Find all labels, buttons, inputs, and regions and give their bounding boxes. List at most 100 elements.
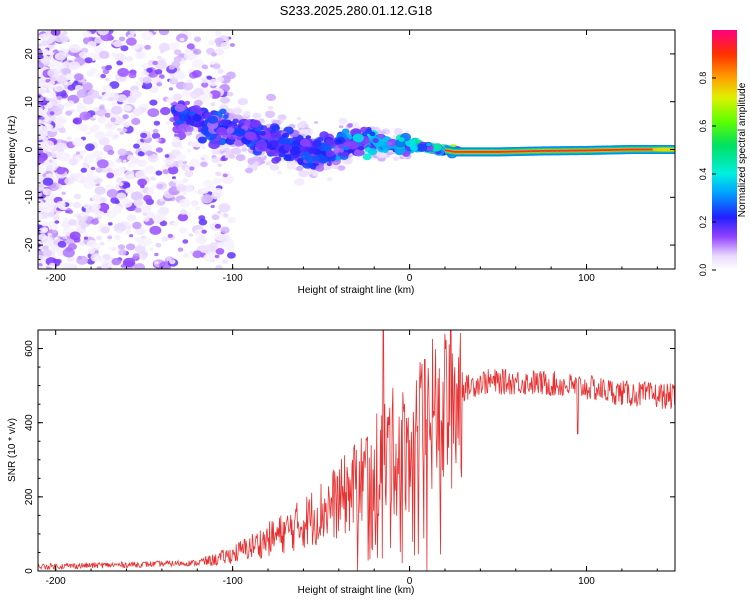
noise-blob [183, 90, 189, 95]
noise-blob [62, 217, 68, 222]
noise-blob [38, 43, 42, 47]
signal-blob [315, 165, 325, 172]
ridge-core [498, 151, 501, 153]
noise-blob [134, 245, 146, 254]
noise-blob [93, 106, 100, 112]
noise-blob [57, 240, 67, 248]
noise-blob [266, 93, 276, 101]
ridge-core [500, 150, 503, 153]
y-tick-label: 0 [24, 568, 35, 574]
ridge-core [452, 150, 455, 153]
noise-blob [111, 105, 123, 115]
y-tick-label: 600 [24, 340, 35, 357]
noise-blob [107, 149, 115, 155]
ridge-core [632, 148, 634, 151]
ridge-core [530, 150, 533, 153]
noise-blob [119, 131, 125, 135]
noise-blob [182, 191, 187, 196]
noise-blob [234, 108, 243, 115]
ridge-core [584, 149, 587, 152]
noise-blob [68, 243, 77, 251]
noise-blob [145, 150, 153, 156]
ridge-core [506, 150, 509, 153]
noise-blob [38, 235, 44, 240]
noise-blob [156, 183, 164, 189]
noise-blob [193, 48, 202, 55]
noise-blob [112, 205, 123, 214]
noise-blob [105, 65, 112, 71]
ridge-core [613, 149, 616, 151]
ridge-core [614, 148, 617, 151]
noise-blob [195, 235, 207, 245]
noise-blob [38, 119, 42, 125]
ridge-core [583, 149, 586, 152]
noise-blob [161, 236, 169, 242]
noise-blob [182, 239, 189, 244]
noise-blob [41, 40, 48, 47]
noise-blob [96, 266, 103, 269]
ridge-core [554, 149, 556, 152]
noise-blob [206, 75, 213, 80]
noise-blob [203, 92, 213, 100]
noise-blob [38, 87, 48, 95]
ridge-core [547, 150, 550, 152]
ridge-core [580, 149, 582, 152]
noise-blob [118, 36, 126, 42]
signal-blob [358, 145, 365, 151]
noise-blob [38, 227, 48, 234]
noise-blob [65, 210, 70, 214]
y-tick-label: -10 [24, 190, 35, 205]
noise-blob [153, 120, 161, 126]
noise-blob [193, 99, 203, 107]
noise-blob [38, 49, 43, 56]
noise-blob [90, 253, 102, 262]
ridge-core [458, 151, 461, 153]
noise-blob [133, 44, 140, 49]
ridge-core [499, 151, 502, 153]
noise-blob [168, 42, 180, 51]
noise-blob [214, 223, 221, 229]
ridge-core [577, 149, 580, 152]
noise-blob [187, 79, 193, 84]
noise-blob [212, 63, 221, 70]
ridge-core [488, 151, 491, 153]
noise-blob [160, 107, 171, 116]
noise-blob [93, 150, 103, 158]
noise-blob [115, 158, 122, 164]
noise-blob [337, 165, 346, 171]
ridge-core [568, 149, 571, 152]
noise-blob [208, 40, 215, 46]
noise-blob [222, 173, 228, 178]
noise-blob [82, 30, 92, 38]
signal-blob [398, 137, 405, 143]
ridge-core [528, 150, 530, 153]
noise-blob [97, 202, 110, 212]
snr-panel: -200 -100 0 100 0 200 400 600 Height of straigh… [7, 329, 676, 596]
ridge-core [542, 150, 545, 152]
noise-blob [111, 257, 122, 266]
noise-blob [45, 78, 50, 83]
noise-blob [220, 96, 231, 104]
ridge-core [480, 151, 483, 153]
noise-blob [72, 137, 84, 147]
noise-blob [188, 82, 193, 86]
ridge-core [634, 148, 637, 151]
noise-blob [189, 250, 194, 254]
noise-blob [140, 237, 152, 246]
y-tick-label: 0 [24, 146, 35, 152]
noise-blob [56, 167, 66, 175]
noise-blob [111, 52, 117, 57]
noise-blob [158, 30, 170, 36]
noise-blob [211, 52, 217, 57]
noise-blob [137, 178, 148, 187]
ridge-core [593, 149, 596, 152]
signal-blob [283, 144, 292, 151]
noise-blob [132, 221, 142, 230]
noise-blob [241, 147, 248, 152]
noise-blob [105, 132, 112, 137]
snr-xlabel: Height of straight line (km) [298, 585, 415, 596]
ridge-core [596, 149, 599, 152]
ridge-core [482, 151, 485, 153]
ridge-core [501, 150, 504, 153]
noise-blob [193, 36, 202, 42]
